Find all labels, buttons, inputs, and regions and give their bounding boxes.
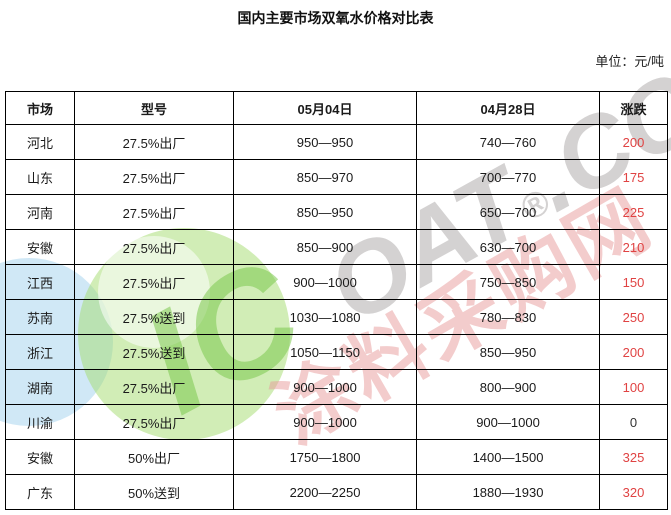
- cell-change: 250: [599, 299, 668, 335]
- unit-label: 单位：元/吨: [595, 54, 664, 69]
- cell-market: 山东: [5, 159, 75, 195]
- cell-price_new: 1750—1800: [233, 439, 417, 475]
- cell-price_new: 1050—1150: [233, 334, 417, 370]
- table-row: 川渝 27.5%出厂 900—1000 900—1000 0: [5, 404, 668, 440]
- column-header-2: 05月04日: [233, 91, 417, 125]
- table-row: 安徽 27.5%出厂 850—900 630—700 210: [5, 229, 668, 265]
- cell-change: 200: [599, 334, 668, 370]
- cell-market: 安徽: [5, 229, 75, 265]
- cell-change: 325: [599, 439, 668, 475]
- cell-price_old: 740—760: [416, 124, 600, 160]
- column-header-3: 04月28日: [416, 91, 600, 125]
- table-row: 江西 27.5%出厂 900—1000 750—850 150: [5, 264, 668, 300]
- cell-grade: 27.5%出厂: [74, 404, 234, 440]
- cell-price_old: 630—700: [416, 229, 600, 265]
- column-header-4: 涨跌: [599, 91, 668, 125]
- cell-market: 广东: [5, 474, 75, 510]
- cell-grade: 50%送到: [74, 474, 234, 510]
- cell-market: 河北: [5, 124, 75, 160]
- cell-grade: 27.5%出厂: [74, 229, 234, 265]
- cell-price_old: 780—830: [416, 299, 600, 335]
- cell-price_old: 900—1000: [416, 404, 600, 440]
- cell-price_new: 850—970: [233, 159, 417, 195]
- price-table: 市场 型号 05月04日 04月28日 涨跌 河北 27.5%出厂 950—950 740—7…: [5, 91, 668, 510]
- cell-grade: 27.5%送到: [74, 334, 234, 370]
- table-row: 河南 27.5%出厂 850—950 650—700 225: [5, 194, 668, 230]
- cell-change: 0: [599, 404, 668, 440]
- cell-grade: 27.5%出厂: [74, 124, 234, 160]
- cell-market: 安徽: [5, 439, 75, 475]
- cell-grade: 27.5%出厂: [74, 194, 234, 230]
- table-row: 苏南 27.5%送到 1030—1080 780—830 250: [5, 299, 668, 335]
- cell-price_old: 1400—1500: [416, 439, 600, 475]
- table-row: 山东 27.5%出厂 850—970 700—770 175: [5, 159, 668, 195]
- cell-price_old: 650—700: [416, 194, 600, 230]
- cell-change: 225: [599, 194, 668, 230]
- cell-price_old: 750—850: [416, 264, 600, 300]
- cell-price_new: 850—900: [233, 229, 417, 265]
- cell-change: 150: [599, 264, 668, 300]
- cell-change: 210: [599, 229, 668, 265]
- cell-market: 浙江: [5, 334, 75, 370]
- cell-price_new: 950—950: [233, 124, 417, 160]
- page-title: 国内主要市场双氧水价格对比表: [237, 10, 434, 26]
- cell-price_old: 800—900: [416, 369, 600, 405]
- table-row: 安徽 50%出厂 1750—1800 1400—1500 325: [5, 439, 668, 475]
- cell-grade: 27.5%送到: [74, 299, 234, 335]
- cell-change: 100: [599, 369, 668, 405]
- table-header: 市场 型号 05月04日 04月28日 涨跌: [5, 91, 668, 125]
- cell-change: 175: [599, 159, 668, 195]
- cell-price_old: 850—950: [416, 334, 600, 370]
- cell-market: 河南: [5, 194, 75, 230]
- header-row: 市场 型号 05月04日 04月28日 涨跌: [5, 91, 668, 125]
- table-row: 浙江 27.5%送到 1050—1150 850—950 200: [5, 334, 668, 370]
- cell-market: 江西: [5, 264, 75, 300]
- cell-change: 200: [599, 124, 668, 160]
- table-row: 湖南 27.5%出厂 900—1000 800—900 100: [5, 369, 668, 405]
- cell-change: 320: [599, 474, 668, 510]
- cell-grade: 27.5%出厂: [74, 159, 234, 195]
- cell-price_new: 900—1000: [233, 264, 417, 300]
- cell-market: 湖南: [5, 369, 75, 405]
- table-row: 河北 27.5%出厂 950—950 740—760 200: [5, 124, 668, 160]
- cell-price_new: 2200—2250: [233, 474, 417, 510]
- cell-market: 川渝: [5, 404, 75, 440]
- cell-grade: 27.5%出厂: [74, 264, 234, 300]
- cell-market: 苏南: [5, 299, 75, 335]
- cell-price_old: 1880—1930: [416, 474, 600, 510]
- cell-price_new: 850—950: [233, 194, 417, 230]
- cell-price_old: 700—770: [416, 159, 600, 195]
- cell-grade: 50%出厂: [74, 439, 234, 475]
- column-header-0: 市场: [5, 91, 75, 125]
- column-header-1: 型号: [74, 91, 234, 125]
- cell-price_new: 900—1000: [233, 369, 417, 405]
- table-body: 河北 27.5%出厂 950—950 740—760 200 山东 27.5%出厂 850—9…: [5, 124, 668, 510]
- cell-price_new: 900—1000: [233, 404, 417, 440]
- table-row: 广东 50%送到 2200—2250 1880—1930 320: [5, 474, 668, 510]
- cell-grade: 27.5%出厂: [74, 369, 234, 405]
- cell-price_new: 1030—1080: [233, 299, 417, 335]
